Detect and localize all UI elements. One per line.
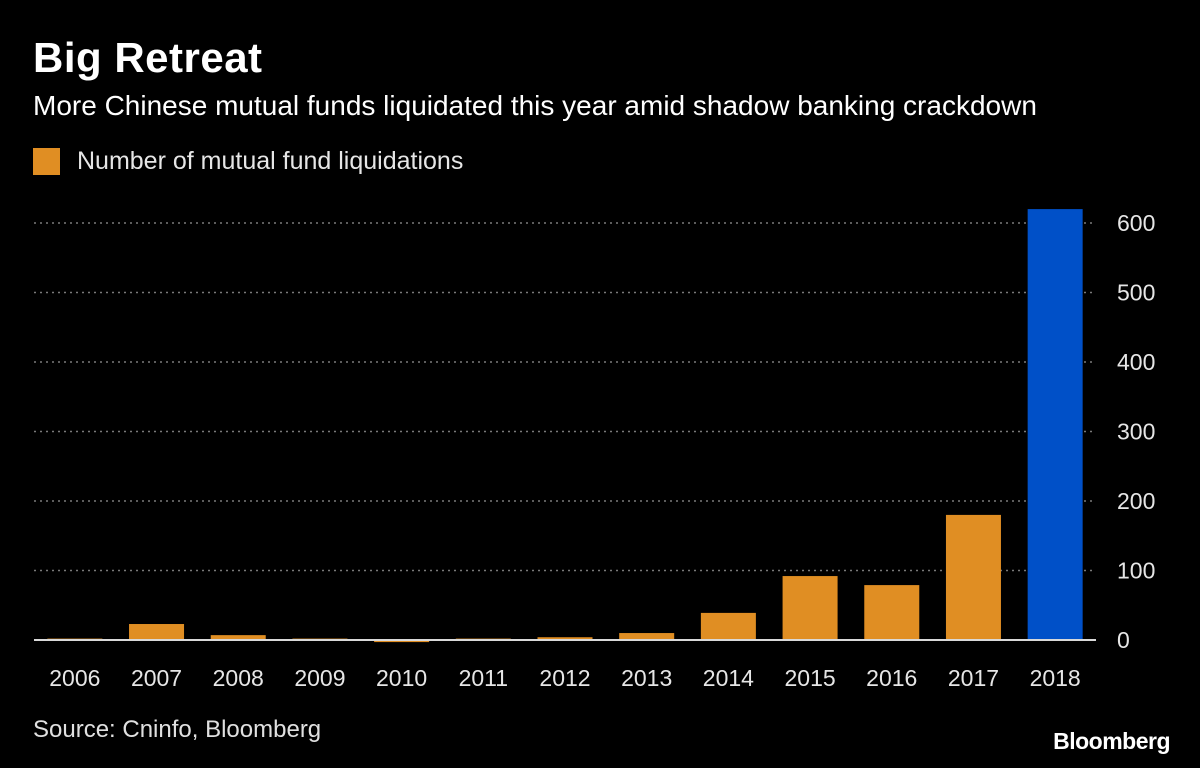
chart-subtitle: More Chinese mutual funds liquidated thi… (33, 90, 1037, 121)
bar-2008 (210, 635, 266, 640)
bar-2016 (864, 585, 920, 640)
bar-2015 (782, 576, 838, 640)
legend-swatch (33, 147, 60, 175)
chart-title: Big Retreat (33, 34, 263, 81)
y-tick-label: 100 (1117, 558, 1155, 584)
bar-2012 (537, 637, 593, 640)
x-tick-label: 2015 (784, 665, 835, 691)
bar-2018 (1027, 209, 1083, 640)
bar-2007 (129, 624, 185, 640)
bar-2010 (374, 640, 430, 643)
x-tick-label: 2017 (948, 665, 999, 691)
bar-2017 (945, 514, 1001, 640)
x-tick-label: 2016 (866, 665, 917, 691)
x-tick-label: 2008 (213, 665, 264, 691)
x-tick-label: 2010 (376, 665, 427, 691)
x-tick-label: 2007 (131, 665, 182, 691)
x-tick-label: 2009 (294, 665, 345, 691)
legend: Number of mutual fund liquidations (33, 146, 463, 176)
y-tick-label: 500 (1117, 280, 1155, 306)
y-tick-label: 0 (1117, 627, 1130, 653)
x-tick-label: 2012 (539, 665, 590, 691)
x-tick-label: 2006 (49, 665, 100, 691)
bloomberg-logo: Bloomberg (1053, 728, 1170, 754)
x-tick-label: 2018 (1030, 665, 1081, 691)
x-tick-label: 2011 (459, 665, 508, 691)
bar-2014 (700, 612, 756, 640)
y-tick-label: 400 (1117, 349, 1155, 375)
legend-label: Number of mutual fund liquidations (77, 146, 464, 175)
bar-2013 (619, 633, 675, 640)
y-tick-label: 300 (1117, 419, 1155, 445)
x-tick-label: 2014 (703, 665, 754, 691)
x-tick-label: 2013 (621, 665, 672, 691)
y-tick-label: 600 (1117, 210, 1155, 236)
source-note: Source: Cninfo, Bloomberg (33, 716, 322, 743)
y-tick-label: 200 (1117, 488, 1155, 514)
